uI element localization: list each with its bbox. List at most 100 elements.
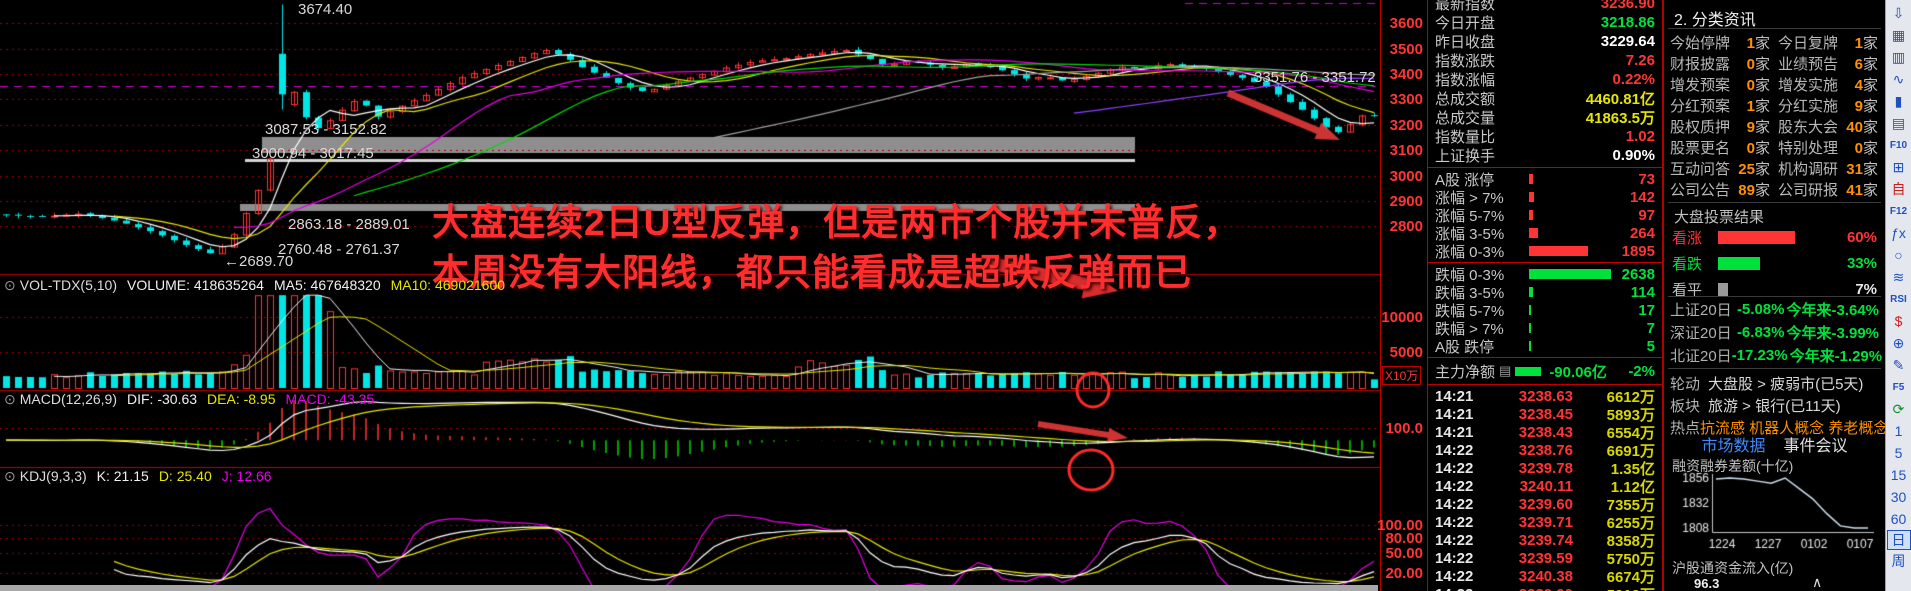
index-change: -17.23% xyxy=(1731,347,1788,364)
divider xyxy=(1668,296,1881,297)
tick-time: 14:22 xyxy=(1435,531,1474,549)
divider xyxy=(1428,262,1662,263)
period-5-button[interactable]: 5 xyxy=(1894,445,1903,461)
zixuan-button[interactable]: 自 xyxy=(1891,181,1906,197)
breadth-label: 跌幅 > 7% xyxy=(1435,320,1504,338)
breadth-row-up35[interactable]: 涨幅 3-5% 264 xyxy=(1428,224,1662,243)
tick-time: 14:22 xyxy=(1435,441,1474,459)
news-count: 31家 xyxy=(1846,161,1878,178)
news-category-row[interactable]: 互动问答 25家 机构调研 31家 xyxy=(1664,158,1885,179)
quote-value: 4460.81亿 xyxy=(1585,91,1655,108)
quote-label: 指数量比 xyxy=(1435,129,1496,146)
breadth-row-limit-up[interactable]: A股 涨停 73 xyxy=(1428,170,1662,189)
breadth-bar xyxy=(1529,341,1531,351)
document-icon[interactable]: ▤ xyxy=(1891,114,1906,131)
breadth-bar xyxy=(1529,192,1534,202)
breadth-row-down35[interactable]: 跌幅 3-5% 114 xyxy=(1428,283,1662,302)
vote-bar xyxy=(1718,282,1728,296)
breadth-label: 跌幅 3-5% xyxy=(1435,284,1505,302)
wave-icon[interactable]: ≋ xyxy=(1892,268,1905,285)
vote-row-bearish[interactable]: 看跌 33% xyxy=(1664,250,1885,276)
news-category-row[interactable]: 公司公告 89家 公司研报 41家 xyxy=(1664,179,1885,200)
kdj-k: K: 21.15 xyxy=(96,468,149,484)
vote-bar xyxy=(1718,256,1760,270)
tick-amount: 6554万 xyxy=(1606,424,1655,442)
tick-amount: 5919万 xyxy=(1589,584,1655,591)
tick-amount: 1.12亿 xyxy=(1610,478,1655,496)
breadth-value: 97 xyxy=(1638,206,1655,224)
line-chart-icon[interactable]: ∿ xyxy=(1892,70,1905,87)
period-1-button[interactable]: 1 xyxy=(1894,423,1903,439)
index-ytd: 今年来-3.99% xyxy=(1786,325,1879,342)
news-category-row[interactable]: 财报披露 0家 业绩预告 6家 xyxy=(1664,53,1885,74)
news-label: 机构调研 xyxy=(1778,161,1839,178)
news-category-row[interactable]: 股权质押 9家 股东大会 40家 xyxy=(1664,116,1885,137)
move-icon[interactable]: ⊕ xyxy=(1892,334,1905,351)
period-15-button[interactable]: 15 xyxy=(1890,467,1907,483)
news-count: 89家 xyxy=(1738,182,1770,199)
main-force-row[interactable]: 主力净额 ▤ -90.06亿 -2% xyxy=(1428,360,1662,382)
money-icon[interactable]: $ xyxy=(1894,313,1903,329)
download-arrow-icon[interactable]: ⇩ xyxy=(1892,4,1905,21)
period-day-button[interactable]: 日 xyxy=(1886,530,1911,550)
rotation-row[interactable]: 轮动 大盘股 > 疲弱市(已5天) xyxy=(1664,372,1885,394)
kdj-axis-tick: 100.00 xyxy=(1377,517,1423,534)
f10-button[interactable]: F10 xyxy=(1889,139,1908,151)
news-label: 增发预案 xyxy=(1670,77,1731,94)
hotspot-row[interactable]: 热点 抗流感 机器人概念 养老概念 xyxy=(1664,416,1885,438)
tick-row: 14:21 3238.63 6612万 xyxy=(1428,387,1662,406)
breadth-row-up7[interactable]: 涨幅 > 7% 142 xyxy=(1428,188,1662,207)
breadth-row-down57[interactable]: 跌幅 5-7% 17 xyxy=(1428,301,1662,320)
axis-tick: 3100 xyxy=(1389,142,1423,159)
macd-pane-header[interactable]: ⊙ MACD(12,26,9) DIF: -30.63 DEA: -8.95 MACD:… xyxy=(4,391,374,408)
circle-tool-icon[interactable]: ○ xyxy=(1894,247,1903,263)
table-icon[interactable]: ▥ xyxy=(1891,48,1906,65)
quote-label: 总成交额 xyxy=(1435,91,1496,108)
formula-icon[interactable]: ƒx xyxy=(1891,225,1906,241)
period-30-button[interactable]: 30 xyxy=(1890,489,1907,505)
list-icon[interactable]: ▤ xyxy=(1499,363,1512,378)
sector-row[interactable]: 板块 旅游 > 银行(已11天) xyxy=(1664,394,1885,416)
tick-time: 14:22 xyxy=(1435,513,1474,531)
refresh-icon[interactable]: ⟳ xyxy=(1892,400,1905,417)
tick-time: 14:21 xyxy=(1435,387,1474,405)
news-category-row[interactable]: 今始停牌 1家 今日复牌 1家 xyxy=(1664,32,1885,53)
news-category-row[interactable]: 分红预案 1家 分红实施 9家 xyxy=(1664,95,1885,116)
f5-button[interactable]: F5 xyxy=(1892,381,1905,393)
breadth-row-down03[interactable]: 跌幅 0-3% 2638 xyxy=(1428,265,1662,284)
index-change: -6.83% xyxy=(1736,324,1785,341)
breadth-row-limit-down[interactable]: A股 跌停 5 xyxy=(1428,337,1662,356)
breadth-label: 跌幅 0-3% xyxy=(1435,266,1505,284)
breadth-row-up57[interactable]: 涨幅 5-7% 97 xyxy=(1428,206,1662,225)
pencil-icon[interactable]: ✎ xyxy=(1892,356,1905,373)
main-force-pct: -2% xyxy=(1628,362,1655,380)
breadth-row-down7[interactable]: 跌幅 > 7% 7 xyxy=(1428,319,1662,338)
period-week-button[interactable]: 周 xyxy=(1891,553,1906,569)
macd-indicator-name: MACD(12,26,9) xyxy=(19,391,117,407)
kdj-pane-header[interactable]: ⊙ KDJ(9,3,3) K: 21.15 D: 25.40 J: 12.66 xyxy=(4,468,272,485)
tab-market-data[interactable]: 市场数据 xyxy=(1701,438,1766,455)
period-60-button[interactable]: 60 xyxy=(1890,511,1907,527)
news-count: 0家 xyxy=(1746,140,1770,157)
stock-charts-canvas[interactable] xyxy=(0,0,1380,591)
quote-label: 今日开盘 xyxy=(1435,15,1496,32)
vote-title: 大盘投票结果 xyxy=(1674,209,1765,226)
report-icon[interactable]: ▦ xyxy=(1891,26,1906,43)
divider xyxy=(1428,384,1662,385)
rsi-button[interactable]: RSI xyxy=(1890,293,1907,305)
breadth-row-up03[interactable]: 涨幅 0-3% 1895 xyxy=(1428,242,1662,261)
volume-pane-header[interactable]: ⊙ VOL-TDX(5,10) VOLUME: 418635264 MA5: 4676… xyxy=(4,277,505,294)
tick-time: 14:22 xyxy=(1435,567,1474,585)
tab-events[interactable]: 事件会议 xyxy=(1783,438,1848,455)
news-label: 股票更名 xyxy=(1670,140,1731,157)
news-category-row[interactable]: 股票更名 0家 特别处理 0家 xyxy=(1664,137,1885,158)
tree-icon[interactable]: ⊞ xyxy=(1892,158,1905,175)
candlestick-icon[interactable]: ▮ xyxy=(1894,92,1903,109)
sector-text: 旅游 > 银行(已11天) xyxy=(1708,397,1841,415)
vote-row-bullish[interactable]: 看涨 60% xyxy=(1664,224,1885,250)
quote-value: 7.26 xyxy=(1625,52,1655,69)
vote-row-neutral[interactable]: 看平 7% xyxy=(1664,276,1885,302)
news-category-row[interactable]: 增发预案 0家 增发实施 4家 xyxy=(1664,74,1885,95)
f12-button[interactable]: F12 xyxy=(1889,205,1908,217)
quote-row-volume: 总成交量 41863.5万 xyxy=(1428,108,1662,127)
